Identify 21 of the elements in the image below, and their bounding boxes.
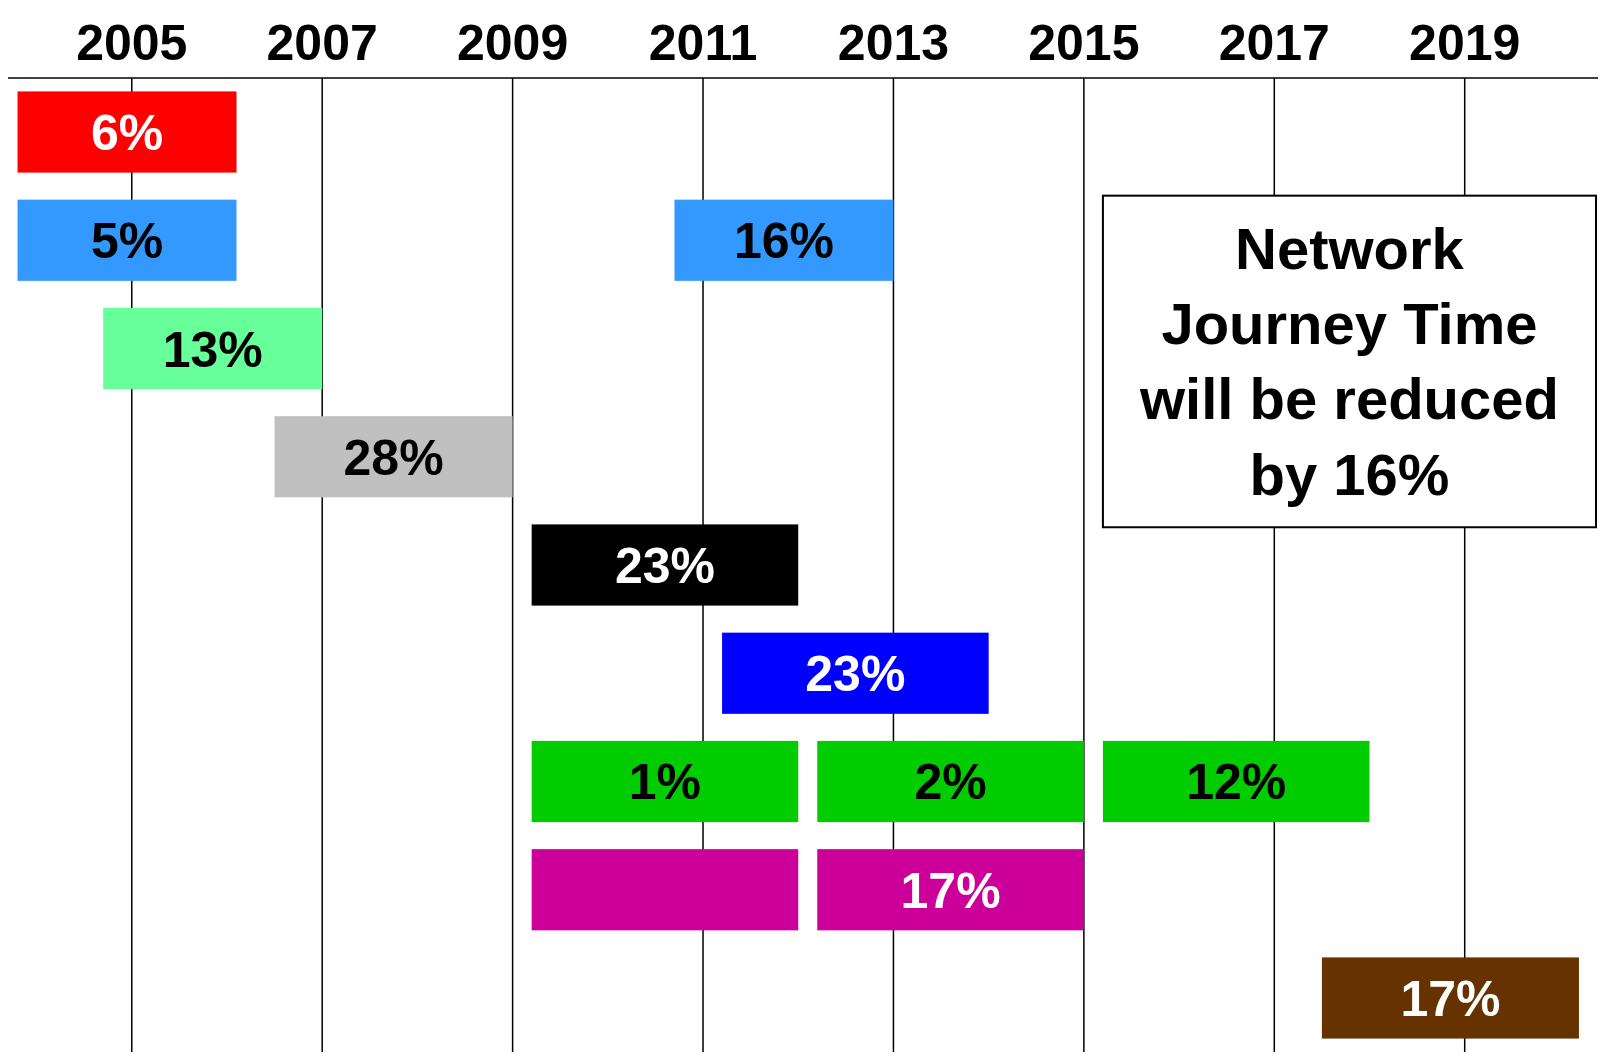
annotation: 12% (1186, 754, 1287, 811)
annotation: 16% (733, 213, 834, 270)
annotation: 17% (900, 862, 1001, 919)
annotation: 28% (343, 429, 444, 486)
annotation: 2% (914, 754, 987, 811)
x-tick-label: 2013 (837, 15, 950, 71)
annotation: 17% (1400, 970, 1501, 1027)
annotation: 6% (90, 105, 164, 162)
annotation: 1% (628, 754, 702, 811)
x-tick-label: 2017 (1218, 15, 1330, 71)
annotation: 5% (90, 213, 164, 270)
x-tick-label: 2005 (76, 15, 188, 71)
annotation: 23% (614, 538, 715, 594)
x-tick-label: 2011 (648, 15, 758, 71)
x-tick-label: 2015 (1028, 15, 1140, 71)
x-tick-label: 2019 (1409, 15, 1521, 71)
annotation: Network Journey Time will be reduced by 16% (1138, 215, 1559, 507)
annotation: 23% (805, 646, 906, 703)
x-tick-label: 2007 (266, 15, 378, 71)
annotation: 13% (162, 321, 263, 378)
x-tick-label: 2009 (456, 15, 569, 71)
